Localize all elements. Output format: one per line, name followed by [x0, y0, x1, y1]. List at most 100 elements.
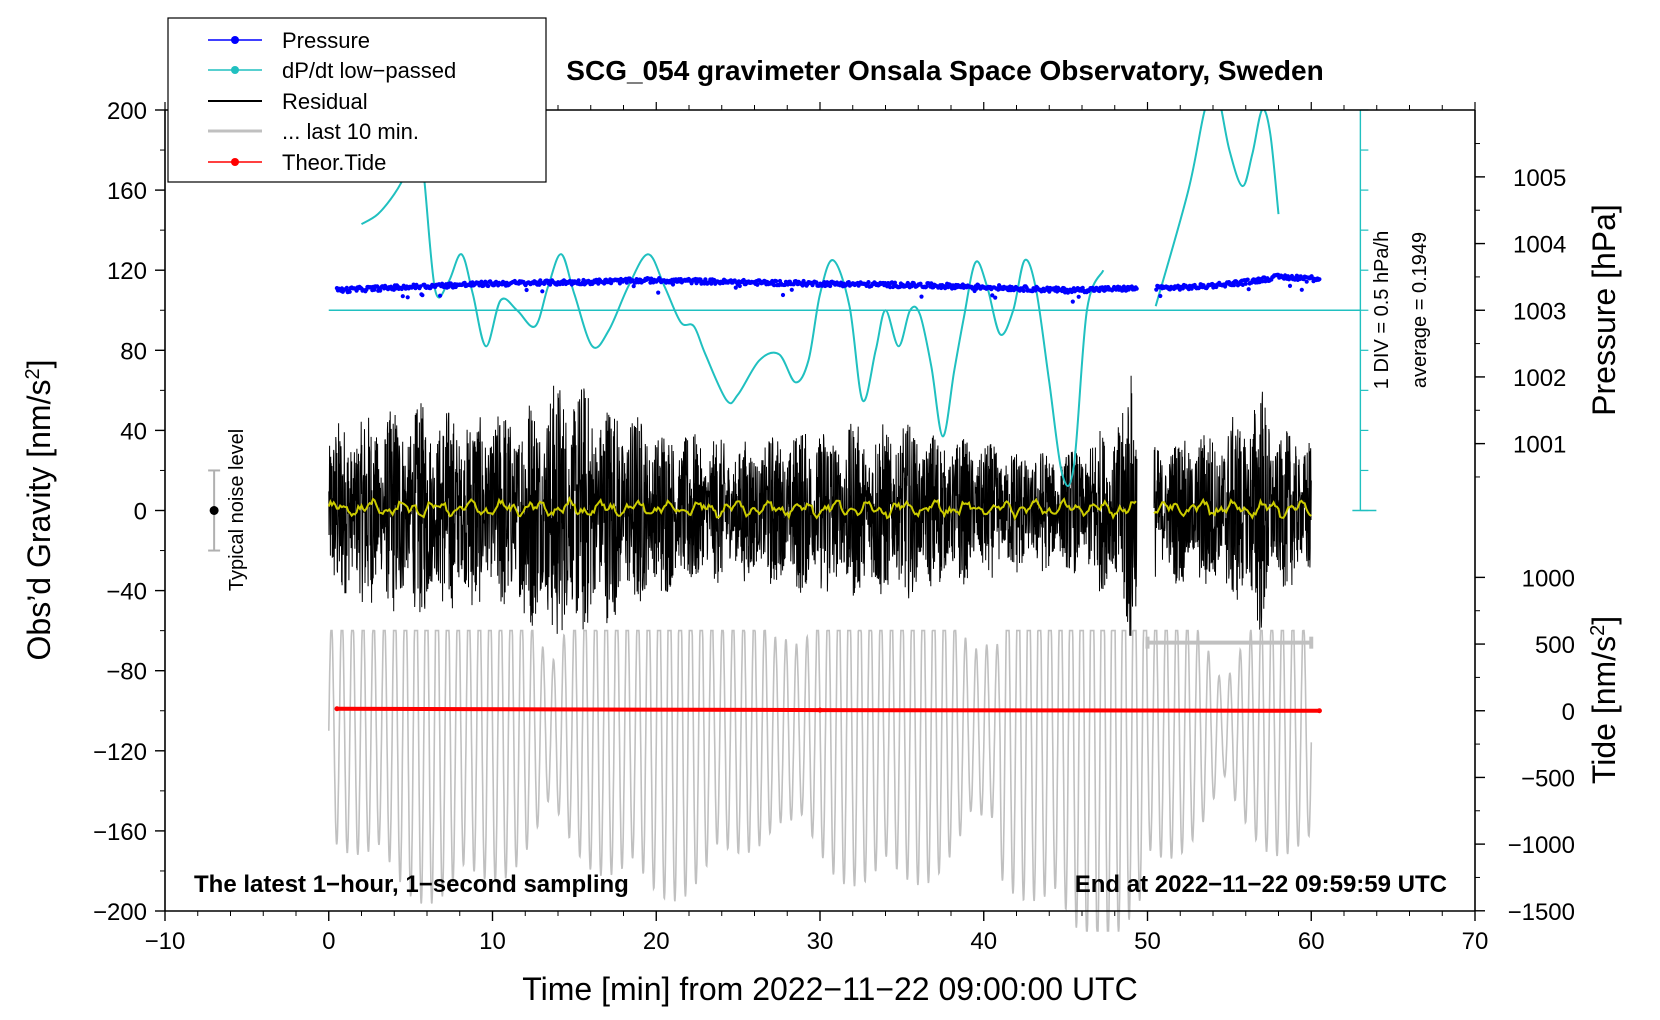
pressure-point: [1021, 288, 1026, 293]
pressure-point: [828, 283, 833, 289]
legend-swatches: [208, 36, 262, 166]
pressure-point: [733, 285, 738, 290]
pressure-tick-label: 1004: [1513, 232, 1566, 259]
x-tick-label: 70: [1462, 928, 1489, 955]
pressure-point: [1260, 279, 1265, 284]
y-tick-label: 200: [107, 98, 147, 125]
tide-tick-label: 0: [1562, 699, 1575, 726]
bottom-right-note: End at 2022−11−22 09:59:59 UTC: [1075, 871, 1447, 898]
legend-label-pressure: Pressure: [282, 28, 370, 53]
y-tick-label: 40: [120, 418, 147, 445]
y-tick-label: 120: [107, 258, 147, 285]
pressure-point: [631, 284, 636, 289]
legend-label-dpdt: dP/dt low−passed: [282, 58, 456, 83]
y-tick-label: −80: [106, 659, 147, 686]
dpdt-scale-text: 1 DIV = 0.5 hPa/h: [1371, 231, 1393, 389]
x-tick-label: 40: [970, 928, 997, 955]
pressure-point: [1299, 287, 1304, 292]
x-tick-label: 20: [643, 928, 670, 955]
legend-swatch-dot: [231, 66, 239, 74]
pressure-point: [780, 292, 786, 298]
pressure-point: [400, 294, 405, 299]
y-tick-label: −160: [93, 819, 147, 846]
x-tick-label: −10: [145, 928, 186, 955]
pressure-point: [918, 281, 923, 286]
pressure-point: [974, 286, 979, 291]
pressure-point: [924, 284, 929, 289]
noise-level-label: Typical noise level: [226, 429, 248, 591]
pressure-point: [892, 280, 898, 285]
pressure-point: [737, 283, 742, 289]
series-last10-line: [328, 629, 1313, 932]
tide-tick-label: −1000: [1508, 832, 1575, 859]
legend-label-residual: Residual: [282, 89, 368, 114]
series-dpdt-line: [360, 138, 1105, 487]
series-pressure: [334, 272, 1322, 304]
pressure-point: [1317, 277, 1322, 282]
tide-tick-label: −500: [1521, 765, 1575, 792]
pressure-tick-label: 1001: [1513, 432, 1566, 459]
x-tick-label: 50: [1134, 928, 1161, 955]
legend-label-last10: ... last 10 min.: [282, 119, 419, 144]
pressure-point: [1076, 294, 1081, 299]
pressure-point: [378, 288, 383, 293]
y-axis-label-left: Obs’d Gravity [nm/s2]: [21, 360, 57, 661]
y-axis-label-left-sup: 2: [22, 368, 44, 379]
y-axis-label-tide: Tide [nm/s2]: [1586, 616, 1622, 784]
pressure-point: [524, 287, 529, 293]
y-tick-label: 160: [107, 178, 147, 205]
y-tick-label: −40: [106, 579, 147, 606]
pressure-tick-label: 1005: [1513, 165, 1566, 192]
pressure-point: [540, 289, 545, 294]
tide-point: [1316, 708, 1322, 714]
tide-point: [817, 707, 823, 713]
pressure-point: [670, 282, 676, 287]
y-tick-label: −200: [93, 899, 147, 926]
pressure-point: [814, 280, 819, 285]
y-axis-label-left-main: Obs’d Gravity [nm/s: [21, 380, 57, 661]
series-residual-line: [328, 375, 1312, 636]
bottom-left-note: The latest 1−hour, 1−second sampling: [194, 871, 629, 898]
pressure-point: [997, 283, 1002, 288]
pressure-point: [1154, 287, 1159, 292]
x-tick-label: 0: [322, 928, 335, 955]
y-axis-label-tide-main: Tide [nm/s: [1586, 636, 1622, 784]
pressure-point: [405, 295, 410, 300]
noise-bar-center-dot: [209, 506, 219, 515]
pressure-point: [347, 289, 352, 294]
axes-layer: −10 0 10 20 30 40 50 60 70 200 160 120 80 40 0 −40 −80 −1…: [93, 98, 1575, 955]
pressure-point: [1245, 277, 1250, 282]
pressure-point: [919, 294, 924, 299]
pressure-tick-label: 1002: [1513, 365, 1566, 392]
x-axis-label: Time [min] from 2022−11−22 09:00:00 UTC: [522, 971, 1137, 1007]
pressure-point: [1246, 287, 1251, 292]
y-tick-label: −120: [93, 739, 147, 766]
pressure-point: [1243, 281, 1248, 286]
pressure-point: [772, 283, 777, 288]
x-tick-label: 10: [479, 928, 506, 955]
series-tide: [334, 706, 1322, 714]
pressure-point: [1304, 279, 1309, 284]
series-dpdt-line-2: [1154, 110, 1280, 307]
series-residual-smoothed: [327, 495, 1312, 521]
pressure-point: [656, 290, 661, 295]
x-tick-label: 30: [807, 928, 834, 955]
tide-tick-label: −1500: [1508, 899, 1575, 926]
pressure-point: [1231, 283, 1237, 288]
pressure-point: [993, 295, 998, 300]
pressure-point: [576, 278, 581, 283]
x-tick-label: 60: [1298, 928, 1325, 955]
pressure-point: [1070, 299, 1075, 304]
pressure-point: [866, 280, 871, 285]
pressure-point: [438, 293, 443, 298]
tide-tick-label: 500: [1535, 632, 1575, 659]
average-text: average = 0.1949: [1409, 232, 1431, 388]
pressure-point: [1158, 293, 1163, 299]
pressure-point: [372, 287, 377, 292]
y-axis-label-left-end: ]: [21, 360, 57, 369]
pressure-point: [624, 280, 629, 285]
tide-tick-label: 1000: [1522, 565, 1575, 592]
y-tick-label: 80: [120, 338, 147, 365]
y-tick-label: 0: [134, 499, 147, 526]
